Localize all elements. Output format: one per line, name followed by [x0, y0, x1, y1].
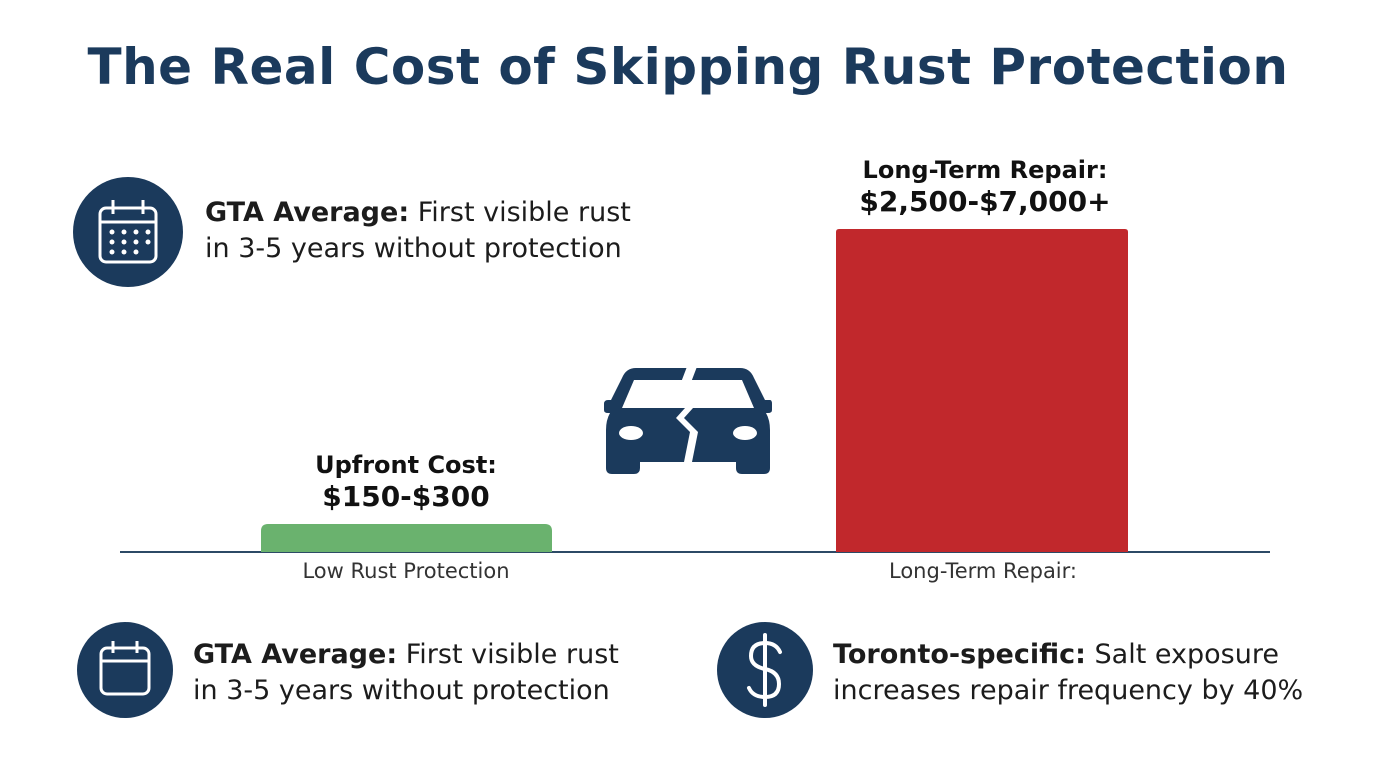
bar-label: Low Rust Protection: [302, 559, 510, 583]
dollar-icon: [717, 622, 813, 718]
bar-label: Long-Term Repair:: [889, 559, 1077, 583]
broken-car-icon: [604, 364, 772, 474]
bar-heading: Long-Term Repair: $2,500-$7,000+: [835, 154, 1135, 218]
title: The Real Cost of Skipping Rust Protectio…: [87, 38, 1289, 96]
callout: GTA Average: First visible rust in 3-5 y…: [193, 637, 643, 709]
bar-heading: Upfront Cost: $150-$300: [256, 449, 556, 513]
calendar-icon: [73, 177, 183, 287]
callout-text: First visible rust in 3-5 years without …: [193, 639, 619, 706]
callout-text: Salt exposure increases repair frequency…: [833, 639, 1304, 706]
bar-amount: $150-$300: [322, 480, 490, 513]
callout-bold: Toronto-specific:: [833, 639, 1086, 670]
bar-heading-text: Upfront Cost:: [315, 451, 497, 479]
callout: Toronto-specific: Salt exposure increase…: [833, 637, 1313, 709]
callout: GTA Average: First visible rust in 3-5 y…: [205, 195, 635, 267]
bar-amount: $2,500-$7,000+: [859, 185, 1111, 218]
callout-text: First visible rust in 3-5 years without …: [205, 197, 631, 264]
calendar-icon: [77, 622, 173, 718]
callout-bold: GTA Average:: [205, 197, 410, 228]
bar-heading-text: Long-Term Repair:: [862, 156, 1108, 184]
red-bar: [836, 229, 1128, 552]
callout-bold: GTA Average:: [193, 639, 398, 670]
green-bar: [261, 524, 552, 552]
